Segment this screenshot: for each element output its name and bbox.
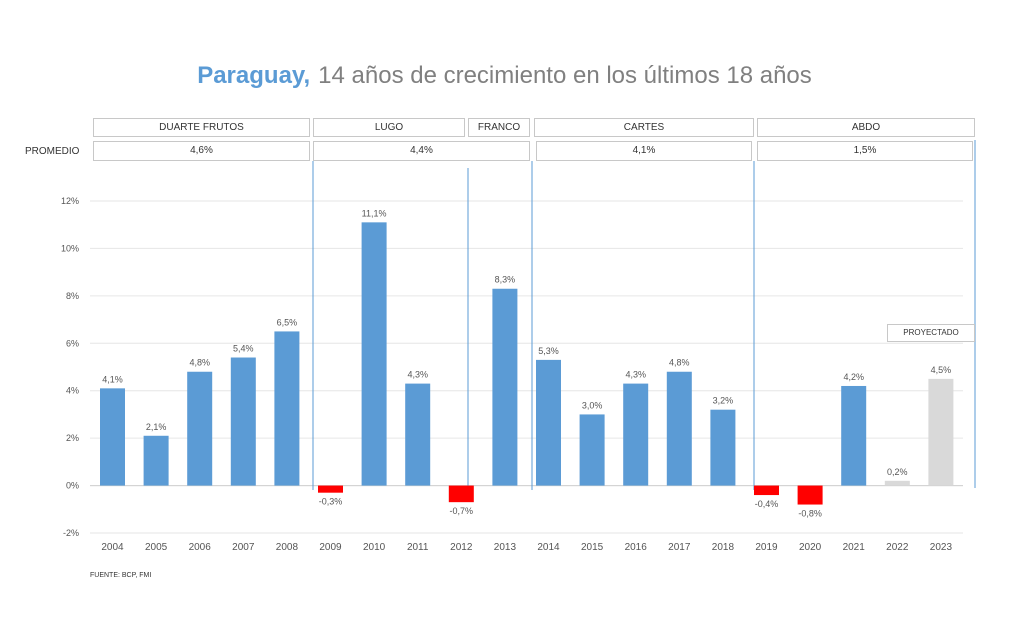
bar xyxy=(361,222,387,486)
data-label: 8,3% xyxy=(495,275,516,285)
data-label: -0,7% xyxy=(450,506,474,516)
x-tick-label: 2004 xyxy=(101,542,124,553)
x-tick-label: 2018 xyxy=(712,542,735,553)
government-duarte-frutos: DUARTE FRUTOS xyxy=(93,118,310,137)
x-tick-label: 2021 xyxy=(843,542,866,553)
projected-label: PROYECTADO xyxy=(887,324,975,342)
bar xyxy=(884,480,910,486)
average-abdo: 1,5% xyxy=(757,141,973,161)
bar xyxy=(710,409,736,486)
y-tick-label: -2% xyxy=(63,528,79,538)
promedio-label: PROMEDIO xyxy=(25,146,80,157)
x-tick-label: 2020 xyxy=(799,542,822,553)
x-tick-label: 2013 xyxy=(494,542,517,553)
data-label: 4,3% xyxy=(625,370,646,380)
x-tick-label: 2022 xyxy=(886,542,909,553)
x-tick-label: 2006 xyxy=(189,542,212,553)
source-note: FUENTE: BCP, FMI xyxy=(90,572,152,579)
x-tick-label: 2005 xyxy=(145,542,168,553)
data-label: 4,1% xyxy=(102,374,123,384)
data-label: 4,3% xyxy=(407,370,428,380)
x-tick-label: 2017 xyxy=(668,542,691,553)
bar xyxy=(492,288,518,486)
x-tick-label: 2015 xyxy=(581,542,604,553)
bar xyxy=(579,414,605,486)
data-label: 0,2% xyxy=(887,467,908,477)
data-label: 4,8% xyxy=(189,358,210,368)
data-label: 4,5% xyxy=(931,365,952,375)
x-tick-label: 2016 xyxy=(625,542,648,553)
bar xyxy=(187,371,213,486)
x-tick-label: 2023 xyxy=(930,542,953,553)
bar xyxy=(274,331,300,486)
y-tick-label: 2% xyxy=(66,433,79,443)
y-tick-label: 12% xyxy=(61,196,79,206)
data-label: 5,4% xyxy=(233,344,254,354)
bar xyxy=(318,485,343,493)
y-tick-label: 6% xyxy=(66,338,79,348)
bar xyxy=(928,378,954,486)
data-label: -0,3% xyxy=(319,497,343,507)
bar xyxy=(666,371,692,486)
data-label: 5,3% xyxy=(538,346,559,356)
bar xyxy=(448,485,474,503)
chart-title: Paraguay, 14 años de crecimiento en los ú… xyxy=(0,62,1009,90)
data-label: 4,2% xyxy=(843,372,864,382)
bar xyxy=(143,435,169,486)
y-tick-label: 4% xyxy=(66,386,79,396)
x-tick-label: 2008 xyxy=(276,542,299,553)
data-label: 3,2% xyxy=(713,396,734,406)
bar xyxy=(623,383,649,486)
y-tick-label: 0% xyxy=(66,481,79,491)
bar xyxy=(100,388,125,486)
x-tick-label: 2007 xyxy=(232,542,255,553)
average-lugo-franco: 4,4% xyxy=(313,141,530,161)
average-cartes: 4,1% xyxy=(536,141,752,161)
government-abdo: ABDO xyxy=(757,118,975,137)
title-country: Paraguay, xyxy=(197,62,311,89)
x-tick-label: 2019 xyxy=(755,542,778,553)
data-label: -0,4% xyxy=(755,499,779,509)
government-cartes: CARTES xyxy=(534,118,754,137)
x-tick-label: 2012 xyxy=(450,542,473,553)
y-tick-label: 10% xyxy=(61,243,79,253)
x-tick-label: 2011 xyxy=(407,542,429,553)
average-duarte-frutos: 4,6% xyxy=(93,141,310,161)
x-tick-label: 2009 xyxy=(319,542,342,553)
x-tick-label: 2014 xyxy=(537,542,560,553)
bar xyxy=(405,383,431,486)
data-label: 11,1% xyxy=(362,208,387,218)
y-tick-label: 8% xyxy=(66,291,79,301)
data-label: 2,1% xyxy=(146,422,167,432)
bar xyxy=(536,359,561,486)
government-franco: FRANCO xyxy=(468,118,530,137)
bar xyxy=(841,385,867,486)
x-tick-label: 2010 xyxy=(363,542,386,553)
government-lugo: LUGO xyxy=(313,118,465,137)
title-rest: 14 años de crecimiento en los últimos 18… xyxy=(318,62,812,89)
bar xyxy=(754,485,779,496)
bar xyxy=(797,485,823,505)
bar xyxy=(230,357,256,486)
data-label: 4,8% xyxy=(669,358,690,368)
data-label: 3,0% xyxy=(582,400,603,410)
data-label: 6,5% xyxy=(277,317,298,327)
data-label: -0,8% xyxy=(798,509,822,519)
